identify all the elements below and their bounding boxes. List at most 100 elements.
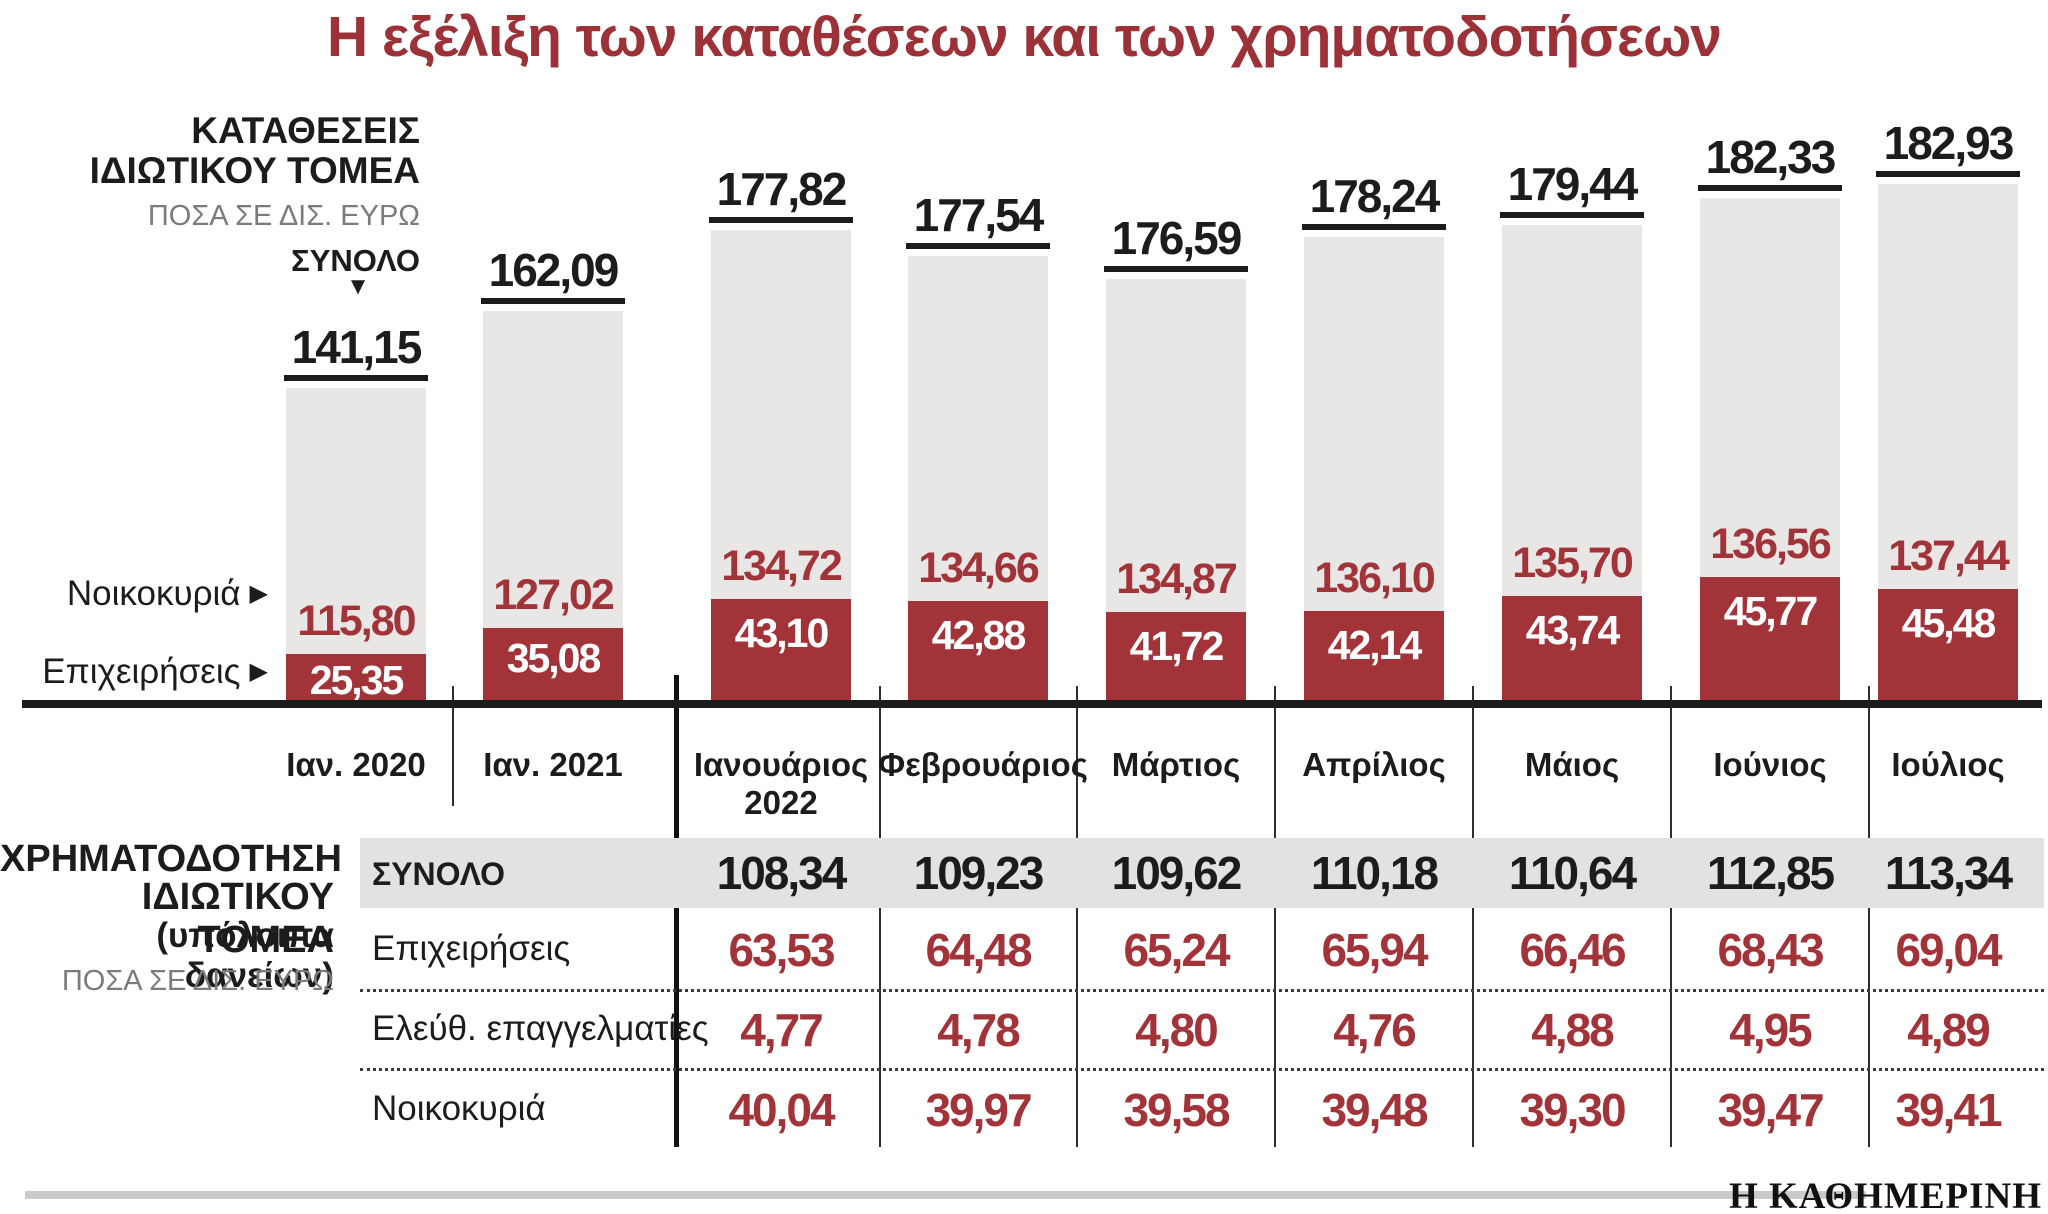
table-column-line xyxy=(1472,686,1474,1147)
table-cell: 65,94 xyxy=(1321,924,1428,976)
deposits-heading-line1: ΚΑΤΑΘΕΣΕΙΣ xyxy=(191,110,420,151)
businesses-value-label: 42,88 xyxy=(931,612,1027,658)
table-cell: 110,18 xyxy=(1310,847,1439,899)
table-cell: 4,89 xyxy=(1907,1004,1991,1056)
table-row-label: Ελεύθ. επαγγελματίες xyxy=(372,1009,709,1048)
households-value-label: 134,87 xyxy=(1116,555,1238,603)
total-value-label: 179,44 xyxy=(1507,158,1639,210)
deposit-bar-businesses xyxy=(1700,577,1840,700)
table-cell: 4,76 xyxy=(1333,1004,1417,1056)
total-value-label: 162,09 xyxy=(488,244,620,296)
table-cell: 63,53 xyxy=(728,924,835,976)
axis-tick xyxy=(452,686,454,806)
total-topline xyxy=(284,375,428,381)
category-label: Ιανουάριος 2022 xyxy=(693,746,869,821)
page-title: Η εξέλιξη των καταθέσεων και των χρηματο… xyxy=(327,5,1722,69)
x-axis-line xyxy=(22,700,2042,708)
table-cell: 108,34 xyxy=(716,847,848,899)
table-column-line xyxy=(1670,686,1672,1147)
deposit-bar-businesses xyxy=(286,654,426,700)
table-row-label: Νοικοκυριά xyxy=(372,1089,546,1128)
households-value-label: 136,10 xyxy=(1314,554,1436,602)
category-label: Ιαν. 2020 xyxy=(286,746,426,783)
publisher-logo: Η ΚΑΘΗΜΕΡΙΝΗ xyxy=(1728,1176,2042,1214)
table-cell: 39,41 xyxy=(1895,1084,2002,1136)
right-arrow-icon: ▶ xyxy=(249,580,268,607)
table-column-line xyxy=(1868,686,1870,1147)
financing-heading-line3: (υπόλοιπα δανείων) xyxy=(156,916,334,995)
total-topline xyxy=(1104,266,1248,272)
table-cell: 66,46 xyxy=(1519,924,1626,976)
businesses-value-label: 43,10 xyxy=(734,610,830,656)
households-value-label: 134,66 xyxy=(918,544,1040,592)
table-cell: 4,78 xyxy=(937,1004,1021,1056)
deposit-bar-businesses xyxy=(1878,589,2018,700)
businesses-series-label: Επιχειρήσεις xyxy=(42,652,241,691)
table-column-line xyxy=(879,686,881,1147)
deposits-total-label: ΣΥΝΟΛΟ xyxy=(291,243,420,278)
dotted-separator xyxy=(360,1068,2044,1071)
total-topline xyxy=(906,243,1050,249)
deposit-bar-businesses xyxy=(1106,612,1246,700)
households-series-label: Νοικοκυριά xyxy=(66,574,241,613)
table-column-line xyxy=(1274,686,1276,1147)
businesses-value-label: 41,72 xyxy=(1129,623,1225,669)
businesses-value-label: 42,14 xyxy=(1327,622,1423,668)
total-topline xyxy=(481,298,625,304)
table-cell: 39,47 xyxy=(1717,1084,1824,1136)
table-cell: 4,77 xyxy=(740,1004,824,1056)
total-value-label: 182,33 xyxy=(1705,131,1837,183)
deposit-bar-households xyxy=(286,388,426,700)
deposit-bar-businesses xyxy=(908,601,1048,700)
financing-heading-line1: ΧΡΗΜΑΤΟΔΟΤΗΣΗ xyxy=(0,838,342,880)
households-value-label: 134,72 xyxy=(721,542,843,590)
total-topline xyxy=(1500,212,1644,218)
total-value-label: 178,24 xyxy=(1309,170,1441,222)
total-value-label: 177,54 xyxy=(913,189,1045,241)
table-cell: 112,85 xyxy=(1706,847,1835,899)
households-value-label: 137,44 xyxy=(1888,532,2010,580)
households-value-label: 135,70 xyxy=(1512,539,1634,587)
right-arrow-icon: ▶ xyxy=(249,658,268,685)
businesses-value-label: 45,77 xyxy=(1723,588,1819,634)
businesses-value-label: 43,74 xyxy=(1525,607,1621,653)
table-cell: 39,58 xyxy=(1123,1084,1230,1136)
down-arrow-icon: ▼ xyxy=(346,273,370,300)
category-label: Μάρτιος xyxy=(1111,746,1241,783)
table-cell: 4,95 xyxy=(1729,1004,1813,1056)
category-label: Ιούνιος xyxy=(1713,746,1827,783)
total-topline xyxy=(709,217,853,223)
total-value-label: 177,82 xyxy=(716,163,848,215)
table-cell: 39,97 xyxy=(925,1084,1032,1136)
total-value-label: 141,15 xyxy=(291,321,423,373)
households-value-label: 127,02 xyxy=(493,571,615,619)
category-label: Ιαν. 2021 xyxy=(483,746,623,783)
footer-divider-bar xyxy=(25,1191,1866,1199)
financing-units-label: ΠΟΣΑ ΣΕ ΔΙΣ. ΕΥΡΩ xyxy=(61,965,334,997)
table-cell: 65,24 xyxy=(1123,924,1230,976)
table-cell: 113,34 xyxy=(1884,847,2013,899)
households-value-label: 115,80 xyxy=(297,597,416,645)
table-cell: 68,43 xyxy=(1717,924,1824,976)
table-cell: 64,48 xyxy=(925,924,1032,976)
total-topline xyxy=(1876,171,2020,177)
households-series-pointer: Νοικοκυριά ▶ xyxy=(0,574,268,614)
section-divider-line xyxy=(674,675,679,1147)
deposit-bar-businesses xyxy=(1502,596,1642,700)
table-column-line xyxy=(1076,686,1078,1147)
deposits-heading-line2: ΙΔΙΩΤΙΚΟΥ ΤΟΜΕΑ xyxy=(89,150,420,191)
total-value-label: 182,93 xyxy=(1883,117,2015,169)
businesses-value-label: 25,35 xyxy=(309,657,405,703)
businesses-value-label: 35,08 xyxy=(506,635,602,681)
table-cell: 39,30 xyxy=(1519,1084,1626,1136)
deposit-bar-businesses xyxy=(1304,611,1444,700)
table-cell: 109,23 xyxy=(913,847,1045,899)
deposit-bar-businesses xyxy=(483,628,623,700)
total-topline xyxy=(1302,224,1446,230)
businesses-value-label: 45,48 xyxy=(1901,600,1997,646)
